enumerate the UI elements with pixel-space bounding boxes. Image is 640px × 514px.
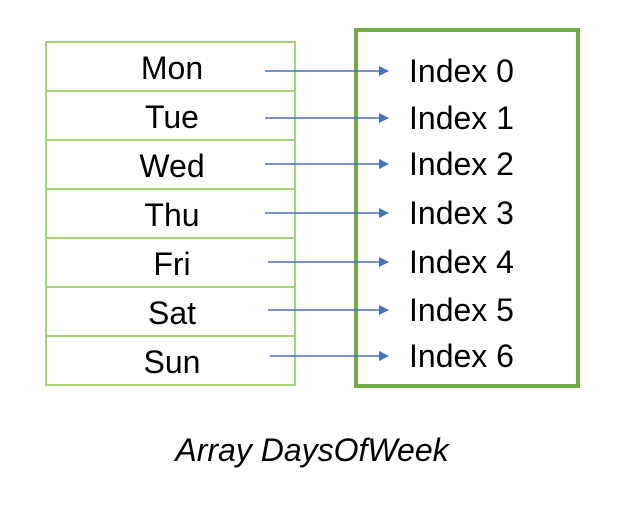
index-label-1: Index 1 <box>409 100 514 136</box>
array-cell-sun: Sun <box>45 335 296 386</box>
cell-label-wed: Wed <box>139 148 204 184</box>
index-labels: Index 0 Index 1 Index 2 Index 3 Index 4 … <box>409 53 514 374</box>
cell-label-fri: Fri <box>153 246 190 282</box>
index-label-2: Index 2 <box>409 146 514 182</box>
index-label-6: Index 6 <box>409 338 514 374</box>
index-box <box>354 28 580 388</box>
array-cell-sat: Sat <box>45 286 296 337</box>
diagram-caption: Array DaysOfWeek <box>173 432 450 468</box>
index-label-4: Index 4 <box>409 244 514 280</box>
array-cell-mon: Mon <box>45 41 296 92</box>
array-cell-wed: Wed <box>45 139 296 190</box>
arrows <box>265 66 389 361</box>
cell-label-thu: Thu <box>144 197 199 233</box>
array-cell-thu: Thu <box>45 188 296 239</box>
cell-label-tue: Tue <box>145 99 199 135</box>
index-label-5: Index 5 <box>409 292 514 328</box>
array-cell-fri: Fri <box>45 237 296 288</box>
array-cells: Mon Tue Wed Thu Fri Sat Sun <box>45 41 296 386</box>
array-cell-tue: Tue <box>45 90 296 141</box>
cell-label-sun: Sun <box>144 344 201 380</box>
index-label-0: Index 0 <box>409 53 514 89</box>
cell-label-sat: Sat <box>148 295 196 331</box>
cell-label-mon: Mon <box>141 50 203 86</box>
index-label-3: Index 3 <box>409 195 514 231</box>
